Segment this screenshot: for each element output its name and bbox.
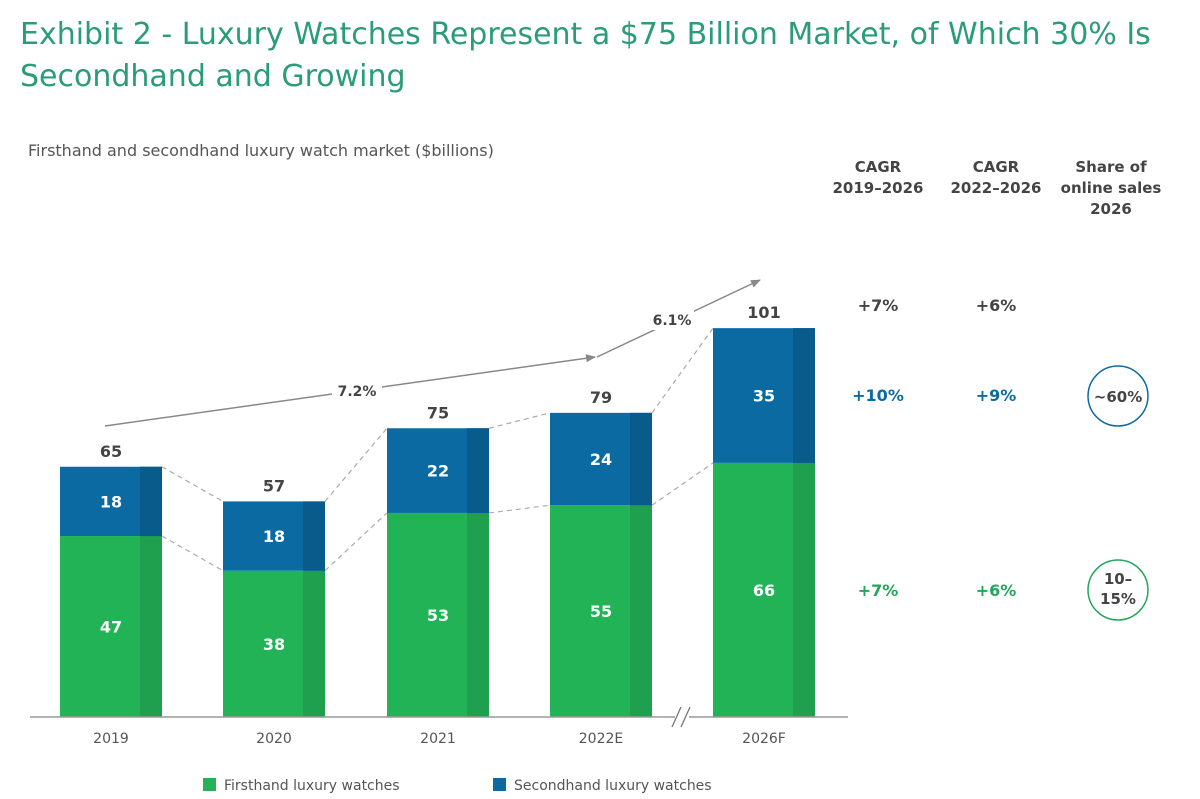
firsthand-connector — [488, 504, 551, 514]
x-tick-label: 2026F — [742, 731, 786, 747]
legend-swatch-firsthand — [203, 778, 216, 791]
x-tick-label: 2019 — [93, 731, 129, 747]
firsthand-connector — [161, 535, 224, 572]
data-label-secondhand: 18 — [263, 527, 285, 546]
bar-firsthand-shade — [140, 536, 162, 717]
online-share-firsthand: 10– 15% — [1100, 570, 1136, 608]
table-header: CAGR — [855, 158, 902, 176]
data-label-firsthand: 53 — [427, 606, 449, 625]
table-header: CAGR — [973, 158, 1020, 176]
legend-label-secondhand: Secondhand luxury watches — [514, 778, 712, 794]
chart-title: Exhibit 2 - Luxury Watches Represent a $… — [20, 17, 1151, 94]
cagr-2022-2026-value: +9% — [976, 386, 1017, 405]
table-header: 2026 — [1090, 200, 1132, 218]
online-share-secondhand: ~60% — [1094, 388, 1142, 406]
online-share-circle-secondhand — [1087, 365, 1149, 427]
data-label-firsthand: 38 — [263, 635, 285, 654]
axis-break-mark — [680, 706, 691, 728]
table-header: 2022–2026 — [951, 179, 1042, 197]
bar-firsthand-shade — [793, 462, 815, 717]
chart-subtitle: Firsthand and secondhand luxury watch ma… — [28, 141, 494, 160]
axis-break-mark — [671, 706, 682, 728]
total-label: 75 — [427, 403, 449, 422]
x-tick-label: 2022E — [579, 731, 623, 747]
cagr-2019-2026-value: +7% — [858, 581, 899, 600]
data-label-secondhand: 18 — [100, 492, 122, 511]
growth-label-2022-2026: 6.1% — [653, 313, 692, 329]
data-label-secondhand: 35 — [753, 387, 775, 406]
total-label: 65 — [100, 442, 122, 461]
cagr-2019-2026-value: +10% — [852, 386, 904, 405]
total-connector — [651, 327, 714, 414]
firsthand-connector — [651, 462, 714, 506]
total-label: 101 — [747, 303, 780, 322]
table-header: online sales — [1061, 179, 1162, 197]
data-label-firsthand: 66 — [753, 581, 775, 600]
bar-secondhand-shade — [140, 466, 162, 537]
cagr-2022-2026-value: +6% — [976, 296, 1017, 315]
total-connector — [488, 412, 551, 429]
data-label-secondhand: 24 — [590, 450, 612, 469]
data-label-firsthand: 55 — [590, 602, 612, 621]
total-label: 79 — [590, 388, 612, 407]
firsthand-connector — [324, 512, 388, 572]
cagr-2019-2026-value: +7% — [858, 296, 899, 315]
total-label: 57 — [263, 476, 285, 495]
bar-firsthand-shade — [630, 505, 652, 717]
cagr-2022-2026-value: +6% — [976, 581, 1017, 600]
table-header: 2019–2026 — [833, 179, 924, 197]
bar-secondhand-shade — [303, 501, 325, 571]
bar-secondhand-shade — [793, 328, 815, 463]
bar-firsthand-shade — [303, 570, 325, 717]
bar-secondhand-shade — [630, 412, 652, 506]
bar-firsthand-shade — [467, 512, 489, 717]
table-header: Share of — [1075, 158, 1147, 176]
legend-label-firsthand: Firsthand luxury watches — [224, 778, 400, 794]
bar-secondhand-shade — [467, 428, 489, 513]
data-label-firsthand: 47 — [100, 618, 122, 637]
growth-label-bg — [650, 310, 694, 330]
total-connector — [324, 427, 388, 502]
growth-label-2019-2022: 7.2% — [338, 384, 377, 400]
x-tick-label: 2020 — [256, 731, 292, 747]
x-tick-label: 2021 — [420, 731, 456, 747]
legend-swatch-secondhand — [493, 778, 506, 791]
data-label-secondhand: 22 — [427, 462, 449, 481]
growth-label-bg — [332, 381, 382, 401]
total-connector — [161, 466, 224, 502]
online-share-circle-firsthand — [1087, 559, 1149, 621]
